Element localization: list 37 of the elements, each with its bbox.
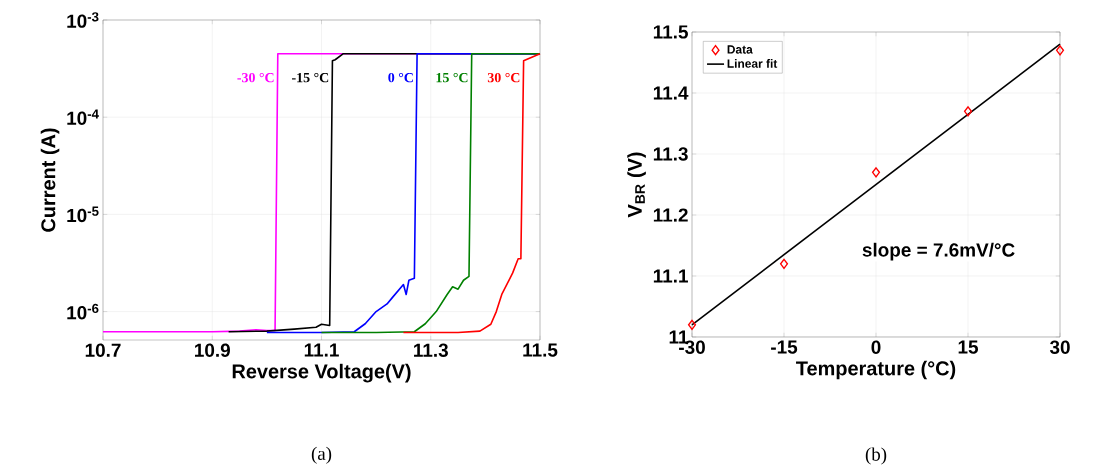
series-label: -30 °C [237,72,274,83]
series-label: 15 °C [436,72,468,83]
point [1055,45,1065,56]
legend-label: Linear fit [727,59,778,68]
text: (a) [311,446,332,464]
y-tick-label: 10$^{-6}$ [67,303,99,320]
x-tick-label: -15 [771,340,798,354]
series-label: 30 °C [487,72,520,83]
y-tick-label: 11.4 [653,86,689,100]
point [687,319,697,330]
y-tick-label: 10$^{-3}$ [67,12,99,28]
x-tick-label: 11.3 [414,343,448,357]
series-label: 0 °C [388,72,413,83]
x-tick-label: 0 [871,340,881,354]
x-axis-title: Temperature (°C) [796,360,956,380]
y-tick-label: 11.1 [653,269,688,283]
text: (b) [865,447,887,465]
x-axis-title: Reverse Voltage(V) [232,363,411,383]
x-tick-label: 11.1 [304,343,339,357]
y-tick-label: 10$^{-4}$ [67,109,99,125]
y-axis-title: Current (A) [40,128,60,232]
y-tick-label: 11.2 [653,208,688,222]
annotation: slope = 7.6mV/°C [862,242,1015,261]
x-tick-label: 15 [958,340,979,354]
y-axis-title: V$_{BR}$ (V) [627,152,646,218]
point [871,167,881,178]
y-tick-label: 11.3 [653,147,688,161]
x-tick-label: 10.9 [195,343,230,357]
x-tick-label: 10.7 [85,343,121,357]
x-tick-label: 11.5 [523,343,558,357]
y-tick-label: 10$^{-5}$ [67,206,99,223]
point [779,258,789,269]
series-label: -15 °C [292,72,329,83]
point [963,106,973,117]
y-tick-label: 11.5 [653,25,688,39]
x-tick-label: 30 [1049,340,1070,354]
legend-label: Data [727,45,753,54]
